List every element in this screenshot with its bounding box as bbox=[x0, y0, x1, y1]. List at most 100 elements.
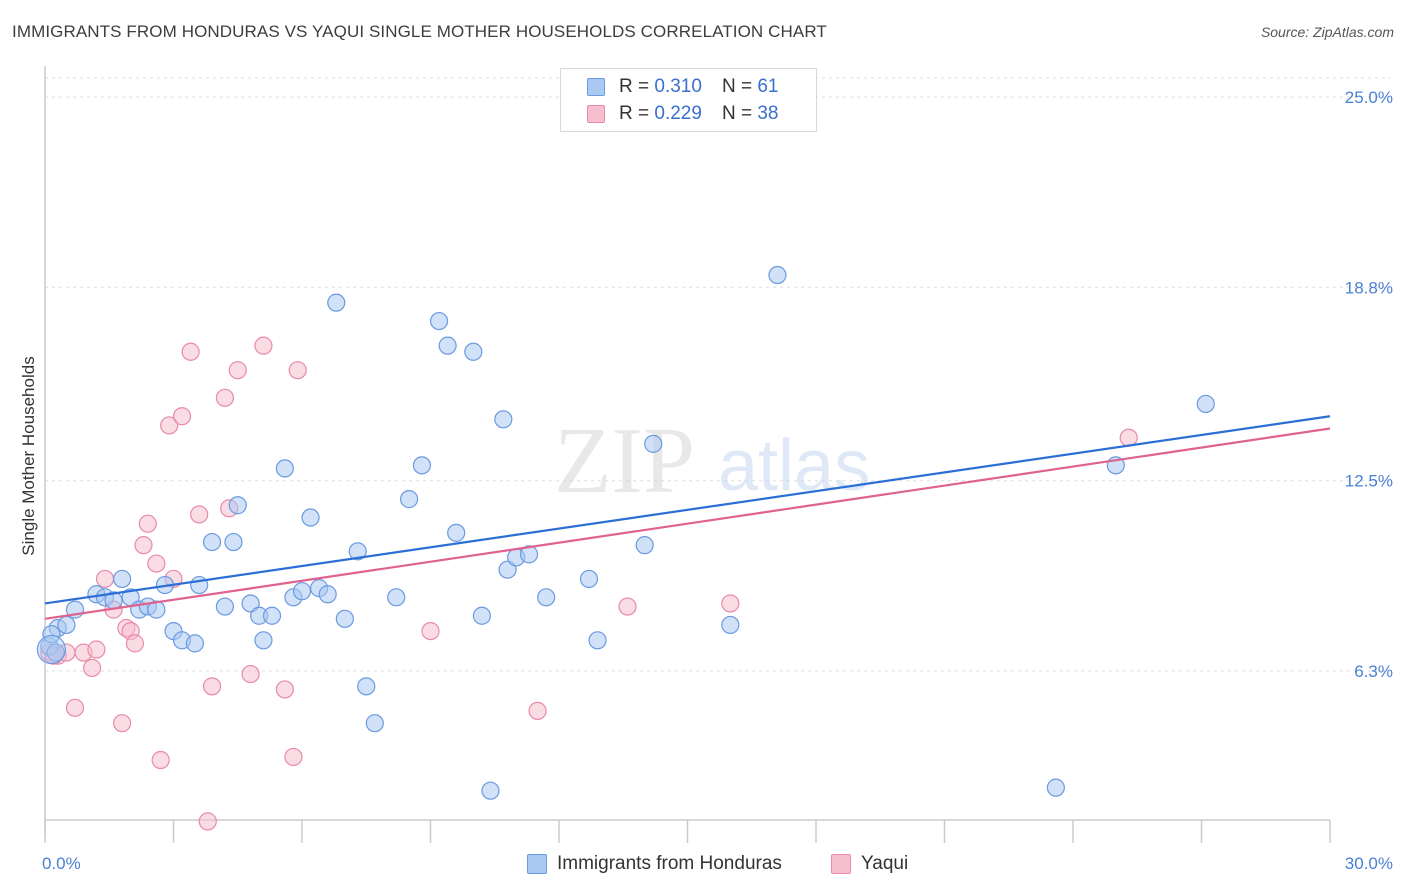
yaqui-point bbox=[83, 658, 102, 678]
honduras-point bbox=[357, 677, 376, 696]
yaqui-point bbox=[95, 569, 115, 589]
legend-n-value: 61 bbox=[757, 76, 779, 97]
yaqui-point bbox=[147, 554, 166, 573]
legend-r-label: R = bbox=[619, 103, 650, 124]
honduras-point bbox=[202, 532, 222, 552]
honduras-point bbox=[42, 625, 61, 644]
y-axis-label: Single Mother Households bbox=[19, 356, 38, 555]
legend-r-value: 0.229 bbox=[654, 103, 702, 124]
grid-lines bbox=[45, 77, 1390, 672]
yaqui-point bbox=[721, 594, 740, 613]
bottom-legend-label: Yaqui bbox=[861, 853, 909, 874]
honduras-point bbox=[335, 609, 354, 628]
honduras-point bbox=[519, 545, 539, 564]
trend-lines bbox=[44, 415, 1331, 620]
yaqui-point bbox=[284, 747, 303, 767]
honduras-point bbox=[365, 714, 384, 733]
yaqui-point bbox=[181, 342, 200, 361]
honduras-point bbox=[292, 582, 312, 601]
honduras-point bbox=[447, 523, 466, 542]
y-tick-label: 6.3% bbox=[1354, 662, 1393, 681]
y-tick-label: 25.0% bbox=[1345, 88, 1393, 107]
honduras-point bbox=[644, 434, 663, 453]
honduras-point bbox=[147, 600, 166, 619]
legend-r-value: 0.310 bbox=[654, 76, 702, 97]
yaqui-point bbox=[254, 336, 273, 355]
honduras-point bbox=[721, 615, 740, 635]
legend-row-honduras: R = 0.310 N = 61 bbox=[587, 75, 778, 99]
honduras-point-cluster bbox=[36, 634, 67, 665]
watermark-atlas: atlas bbox=[718, 426, 870, 506]
honduras-point bbox=[327, 293, 346, 312]
yaqui-point bbox=[160, 416, 179, 435]
legend-swatch-blue bbox=[587, 78, 605, 96]
yaqui-point bbox=[190, 505, 209, 524]
yaqui-point bbox=[228, 361, 247, 380]
honduras-point bbox=[481, 781, 500, 800]
yaqui-point bbox=[528, 701, 547, 721]
honduras-point bbox=[399, 490, 419, 509]
honduras-point bbox=[241, 594, 260, 613]
chart-title: IMMIGRANTS FROM HONDURAS VS YAQUI SINGLE… bbox=[12, 22, 827, 41]
honduras-point bbox=[429, 311, 449, 331]
yaqui-point bbox=[618, 597, 637, 616]
honduras-point bbox=[318, 585, 337, 604]
honduras-points bbox=[36, 265, 1215, 800]
y-tick-label: 18.8% bbox=[1345, 278, 1393, 297]
yaqui-point bbox=[172, 407, 192, 426]
yaqui-point bbox=[65, 698, 85, 717]
yaqui-point bbox=[125, 634, 145, 653]
honduras-point bbox=[275, 459, 294, 478]
tick-labels: 25.0% 18.8% 12.5% 6.3% 0.0% 30.0% bbox=[42, 88, 1393, 873]
watermark: ZIP atlas bbox=[554, 409, 870, 513]
legend-swatch-pink bbox=[587, 105, 605, 123]
yaqui-point bbox=[151, 750, 170, 770]
axes bbox=[44, 66, 1331, 843]
honduras-point bbox=[46, 643, 65, 662]
honduras-point bbox=[494, 410, 513, 429]
bottom-legend-swatch-blue bbox=[527, 854, 547, 874]
yaqui-point bbox=[215, 388, 234, 407]
yaqui-point bbox=[421, 621, 440, 641]
bottom-legend-label: Immigrants from Honduras bbox=[557, 853, 782, 874]
y-tick-label: 12.5% bbox=[1345, 472, 1393, 491]
watermark-zip: ZIP bbox=[554, 409, 695, 513]
yaqui-point bbox=[275, 680, 294, 699]
honduras-point bbox=[348, 542, 367, 561]
honduras-point bbox=[387, 588, 406, 607]
legend-n-label: N = bbox=[721, 103, 753, 124]
honduras-point bbox=[588, 631, 607, 650]
yaqui-point bbox=[288, 361, 307, 380]
legend-row-yaqui: R = 0.229 N = 38 bbox=[587, 102, 778, 126]
honduras-point bbox=[215, 597, 234, 616]
yaqui-point bbox=[87, 640, 106, 659]
x-tick-label: 30.0% bbox=[1345, 854, 1393, 873]
honduras-point bbox=[768, 265, 787, 285]
honduras-point bbox=[224, 532, 243, 552]
honduras-point bbox=[112, 569, 132, 589]
yaqui-point bbox=[138, 514, 157, 533]
yaqui-point bbox=[112, 714, 132, 733]
honduras-point bbox=[262, 606, 282, 625]
honduras-point bbox=[472, 606, 491, 625]
honduras-point bbox=[537, 588, 556, 607]
source-label: Source: ZipAtlas.com bbox=[1260, 24, 1394, 40]
honduras-point bbox=[579, 569, 599, 589]
yaqui-point bbox=[241, 664, 260, 684]
honduras-point bbox=[254, 631, 273, 650]
honduras-point bbox=[438, 336, 457, 355]
honduras-point bbox=[635, 536, 654, 555]
honduras-point bbox=[1196, 394, 1215, 414]
legend-n-value: 38 bbox=[757, 103, 779, 124]
correlation-legend: R = 0.310 N = 61 R = 0.229 N = 38 bbox=[560, 68, 817, 132]
bottom-legend-yaqui: Yaqui bbox=[831, 851, 908, 877]
honduras-point bbox=[185, 634, 205, 653]
yaqui-point bbox=[198, 812, 217, 831]
yaqui-trend-line bbox=[44, 427, 1331, 620]
honduras-point bbox=[57, 615, 76, 635]
legend-n-label: N = bbox=[721, 76, 753, 97]
yaqui-point bbox=[134, 536, 153, 555]
yaqui-point bbox=[202, 677, 222, 696]
honduras-point bbox=[301, 508, 320, 527]
